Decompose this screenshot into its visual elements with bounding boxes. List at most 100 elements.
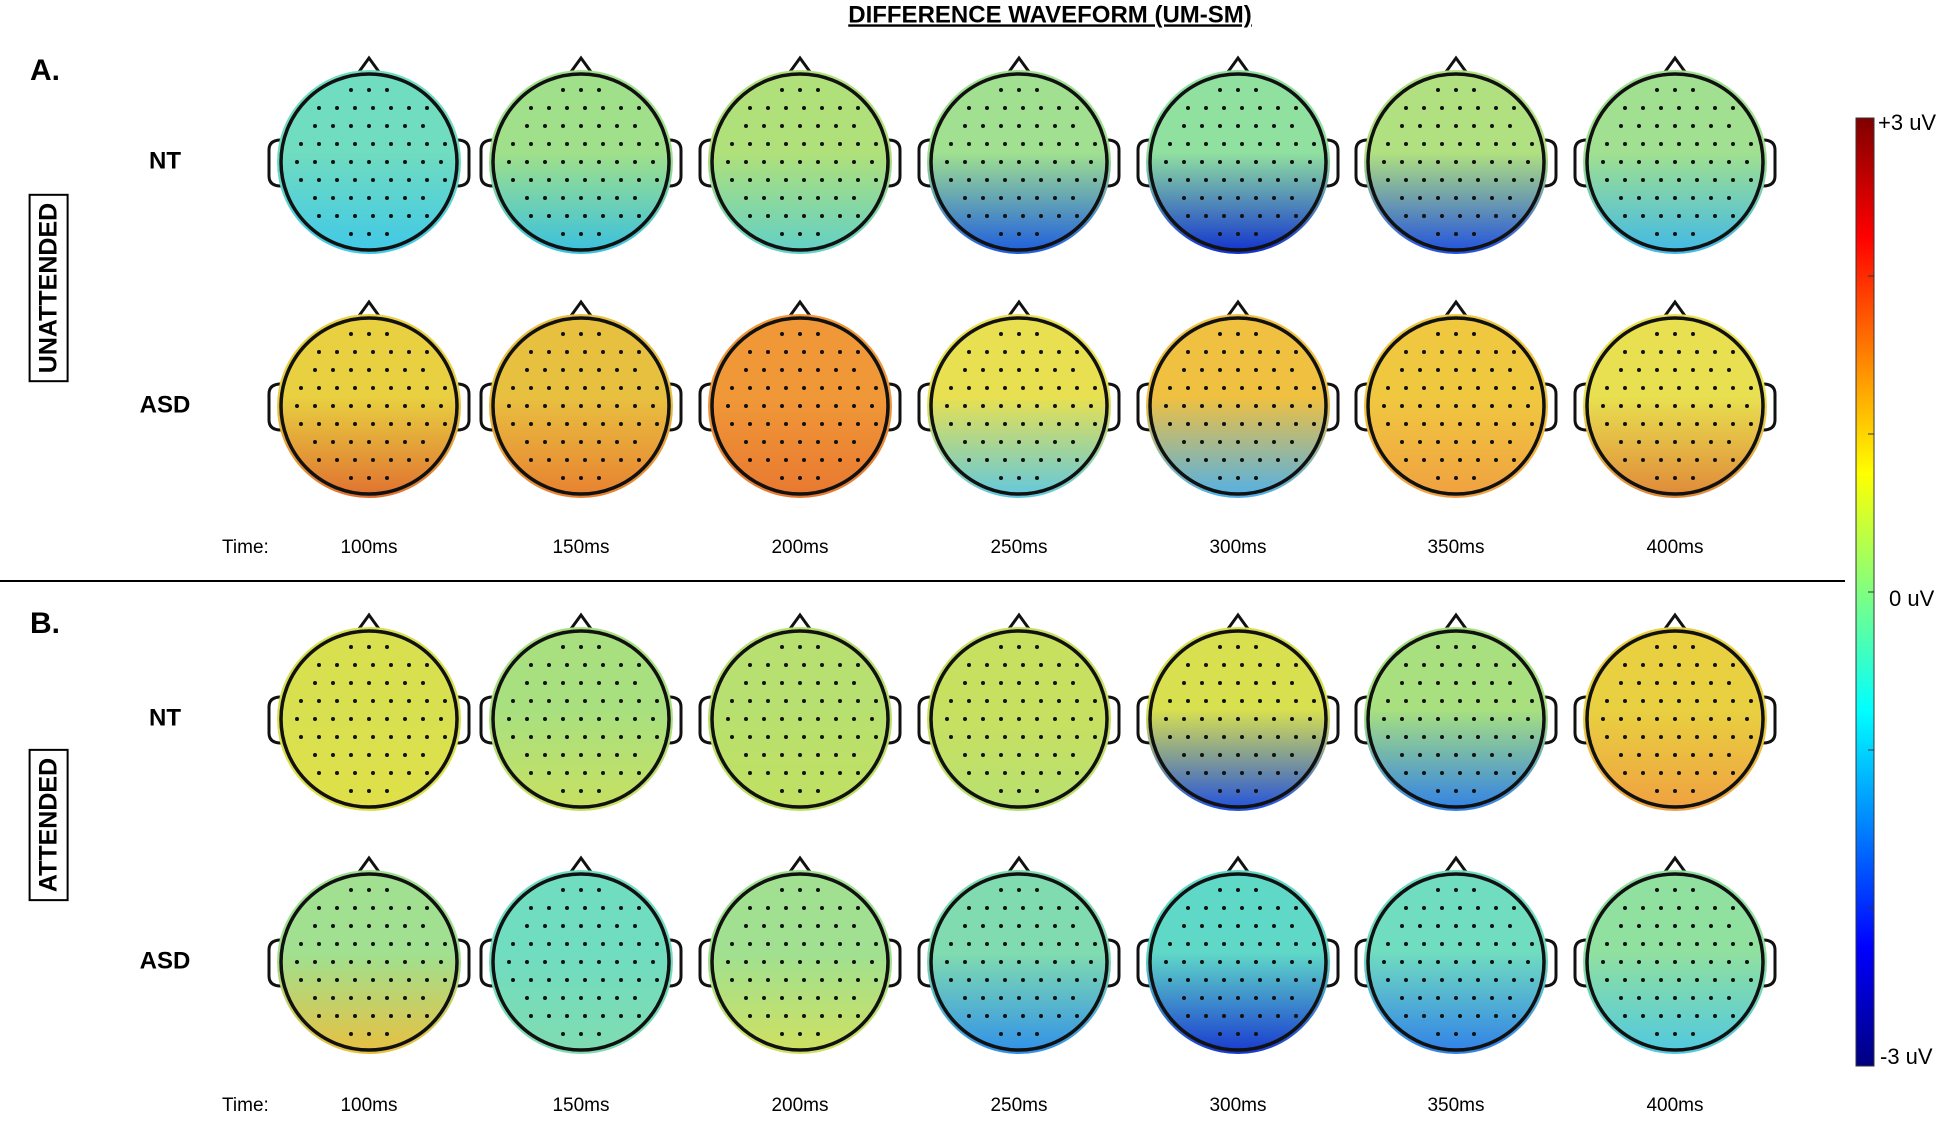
electrode	[1673, 1032, 1677, 1036]
electrode	[1440, 906, 1444, 910]
electrode	[1623, 422, 1627, 426]
electrode	[421, 404, 425, 408]
electrode	[1436, 996, 1440, 1000]
electrode	[1003, 1014, 1007, 1018]
electrode	[353, 386, 357, 390]
electrode	[985, 1014, 989, 1018]
electrode	[838, 906, 842, 910]
electrode	[597, 996, 601, 1000]
electrode	[838, 214, 842, 218]
electrode	[730, 699, 734, 703]
electrode	[1290, 753, 1294, 757]
electrode	[1655, 196, 1659, 200]
electrode	[1035, 404, 1039, 408]
electrode	[780, 232, 784, 236]
electrode	[637, 663, 641, 667]
electrode	[1727, 924, 1731, 928]
electrode	[565, 422, 569, 426]
head-outline	[710, 872, 890, 1052]
electrode	[784, 386, 788, 390]
electrode	[407, 178, 411, 182]
electrode	[1695, 735, 1699, 739]
electrode	[353, 978, 357, 982]
electrode	[838, 106, 842, 110]
electrode	[816, 404, 820, 408]
electrode	[1404, 214, 1408, 218]
electrode	[385, 440, 389, 444]
electrode	[762, 440, 766, 444]
electrode	[1655, 888, 1659, 892]
electrode	[852, 368, 856, 372]
electrode	[1236, 440, 1240, 444]
electrode	[748, 699, 752, 703]
electrode	[1727, 196, 1731, 200]
electrode	[967, 106, 971, 110]
electrode	[1472, 681, 1476, 685]
electrode	[985, 771, 989, 775]
topo-map	[1573, 612, 1777, 811]
electrode	[1512, 178, 1516, 182]
electrode	[637, 942, 641, 946]
electrode	[1168, 142, 1172, 146]
electrode	[1659, 942, 1663, 946]
electrode	[349, 960, 353, 964]
electrode	[949, 978, 953, 982]
electrode	[999, 440, 1003, 444]
electrode	[367, 888, 371, 892]
electrode	[525, 196, 529, 200]
electrode	[1254, 717, 1258, 721]
electrode	[1404, 422, 1408, 426]
electrode	[1200, 960, 1204, 964]
time-value: 300ms	[1209, 537, 1266, 558]
electrode	[407, 214, 411, 218]
electrode	[1713, 735, 1717, 739]
electrode	[802, 663, 806, 667]
electrode	[1218, 404, 1222, 408]
electrode	[1240, 214, 1244, 218]
electrode	[748, 663, 752, 667]
electrode	[335, 1014, 339, 1018]
electrode	[1709, 404, 1713, 408]
electrode	[349, 196, 353, 200]
electrode	[1254, 960, 1258, 964]
electrode	[1186, 214, 1190, 218]
electrode	[565, 458, 569, 462]
electrode	[331, 196, 335, 200]
electrode	[780, 789, 784, 793]
electrode	[1691, 645, 1695, 649]
electrode	[421, 717, 425, 721]
electrode	[1035, 924, 1039, 928]
electrode	[317, 978, 321, 982]
electrode	[820, 699, 824, 703]
electrode	[1530, 142, 1534, 146]
electrode	[1017, 1032, 1021, 1036]
electrode	[1659, 735, 1663, 739]
electrode	[1641, 458, 1645, 462]
topo-map	[698, 55, 902, 254]
electrode	[798, 681, 802, 685]
electrode	[353, 422, 357, 426]
electrode	[1204, 978, 1208, 982]
electrode	[335, 906, 339, 910]
electrode	[780, 160, 784, 164]
electrode	[367, 476, 371, 480]
electrode	[1731, 178, 1735, 182]
electrode	[1422, 699, 1426, 703]
electrode	[784, 458, 788, 462]
electrode	[353, 942, 357, 946]
electrode	[780, 753, 784, 757]
electrode	[1218, 645, 1222, 649]
electrode	[1290, 681, 1294, 685]
electrode	[1454, 996, 1458, 1000]
electrode	[1254, 888, 1258, 892]
electrode	[1494, 699, 1498, 703]
electrode	[1677, 350, 1681, 354]
electrode	[816, 476, 820, 480]
electrode	[780, 960, 784, 964]
electrode	[1035, 368, 1039, 372]
electrode	[1436, 753, 1440, 757]
electrode	[1071, 368, 1075, 372]
electrode	[529, 735, 533, 739]
electrode	[1458, 699, 1462, 703]
electrode	[784, 422, 788, 426]
